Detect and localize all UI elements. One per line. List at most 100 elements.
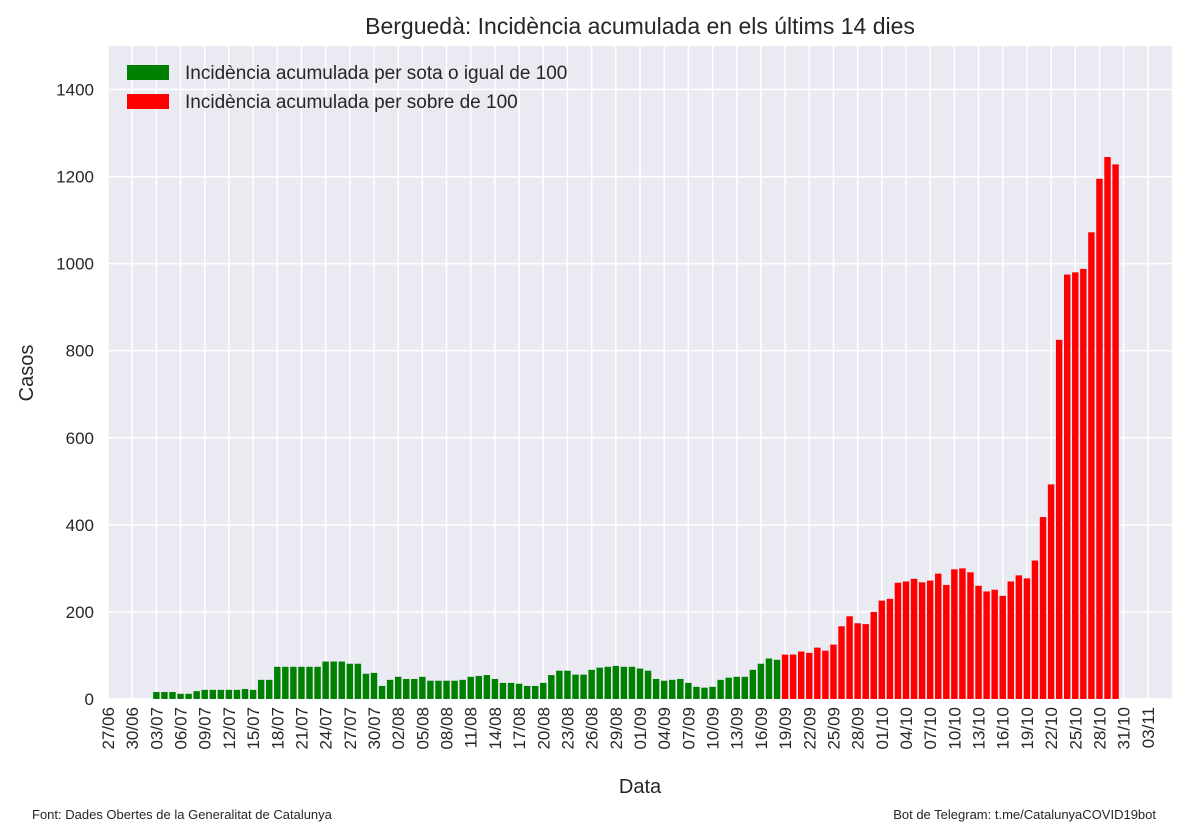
bar — [507, 682, 515, 699]
bar — [580, 674, 587, 699]
bar — [1047, 484, 1055, 699]
bar — [910, 578, 918, 699]
bar — [282, 666, 289, 699]
x-tick-label: 21/07 — [292, 707, 311, 750]
bar — [540, 682, 547, 699]
bar — [620, 666, 628, 699]
bar — [564, 670, 571, 699]
bar — [435, 680, 442, 699]
bar — [346, 663, 354, 699]
bar — [411, 678, 418, 699]
bar — [314, 666, 321, 699]
bar — [951, 569, 958, 699]
x-tick-label: 28/10 — [1090, 707, 1109, 750]
bar — [1112, 164, 1119, 700]
bar — [370, 672, 378, 699]
bar — [467, 676, 474, 699]
bar — [169, 692, 176, 699]
bar — [596, 667, 603, 699]
x-tick-label: 27/06 — [99, 707, 118, 750]
bar — [161, 692, 168, 699]
bar — [967, 572, 974, 699]
bar — [983, 591, 990, 699]
bar — [354, 663, 362, 699]
x-tick-label: 01/10 — [873, 707, 892, 750]
bar — [217, 689, 225, 699]
bar — [531, 685, 539, 699]
bar — [846, 616, 853, 699]
x-tick-label: 06/07 — [172, 707, 191, 750]
bar — [862, 624, 869, 699]
y-tick-label: 600 — [66, 429, 94, 448]
y-tick-label: 200 — [66, 603, 94, 622]
bar — [177, 693, 184, 699]
x-tick-label: 14/08 — [486, 707, 505, 750]
bar — [394, 676, 402, 699]
bar — [588, 669, 595, 699]
x-tick-label: 09/07 — [196, 707, 215, 750]
x-tick-label: 13/10 — [970, 707, 989, 750]
bar — [225, 689, 233, 699]
x-tick-label: 27/07 — [341, 707, 360, 750]
legend-label: Incidència acumulada per sobre de 100 — [185, 92, 518, 113]
x-tick-label: 01/09 — [631, 707, 650, 750]
bar — [886, 598, 894, 699]
x-tick-label: 10/09 — [704, 707, 723, 750]
bar — [1063, 274, 1071, 699]
bar — [652, 678, 660, 699]
x-tick-label: 24/07 — [317, 707, 336, 750]
credit-note: Bot de Telegram: t.me/CatalunyaCOVID19bo… — [893, 807, 1156, 822]
bar — [515, 683, 523, 699]
bar — [781, 654, 789, 699]
bar — [257, 679, 265, 699]
bar — [757, 663, 765, 699]
y-tick-label: 1000 — [56, 255, 94, 274]
bar — [322, 661, 329, 699]
bar — [1015, 575, 1023, 699]
bar — [1088, 232, 1095, 699]
x-tick-label: 19/09 — [776, 707, 795, 750]
bar — [660, 680, 668, 699]
x-tick-label: 17/08 — [510, 707, 529, 750]
bar — [556, 670, 563, 699]
bar — [806, 652, 813, 699]
x-tick-label: 04/10 — [897, 707, 916, 750]
bar — [749, 669, 757, 699]
chart-title: Berguedà: Incidència acumulada en els úl… — [365, 13, 915, 39]
bar — [378, 685, 386, 699]
x-tick-label: 03/11 — [1139, 707, 1158, 748]
bar — [451, 680, 458, 699]
bar — [249, 689, 257, 699]
bar — [1104, 157, 1111, 699]
bar — [693, 686, 700, 699]
bar — [975, 585, 982, 699]
x-tick-label: 23/08 — [558, 707, 577, 750]
bar — [1023, 578, 1031, 699]
y-axis-label: Casos — [16, 345, 38, 402]
x-tick-label: 28/09 — [849, 707, 868, 750]
bar — [918, 582, 926, 699]
bar — [725, 677, 732, 699]
x-tick-label: 16/09 — [752, 707, 771, 750]
bar — [1072, 272, 1079, 699]
x-tick-label: 18/07 — [268, 707, 287, 750]
bar — [999, 595, 1006, 699]
x-tick-label: 03/07 — [147, 707, 166, 750]
y-tick-label: 0 — [85, 690, 94, 709]
bar — [419, 676, 426, 699]
bar — [789, 654, 797, 699]
bar — [330, 661, 337, 699]
bar — [797, 651, 805, 699]
bar — [241, 688, 249, 699]
bar — [870, 611, 877, 699]
y-tick-label: 800 — [66, 342, 94, 361]
bar — [830, 644, 837, 699]
bar — [677, 678, 684, 699]
bar — [685, 682, 692, 699]
bar — [1080, 268, 1087, 699]
bar — [765, 658, 773, 699]
x-tick-label: 04/09 — [655, 707, 674, 750]
bar — [838, 626, 845, 699]
bar — [193, 691, 200, 699]
bar — [1096, 178, 1103, 699]
